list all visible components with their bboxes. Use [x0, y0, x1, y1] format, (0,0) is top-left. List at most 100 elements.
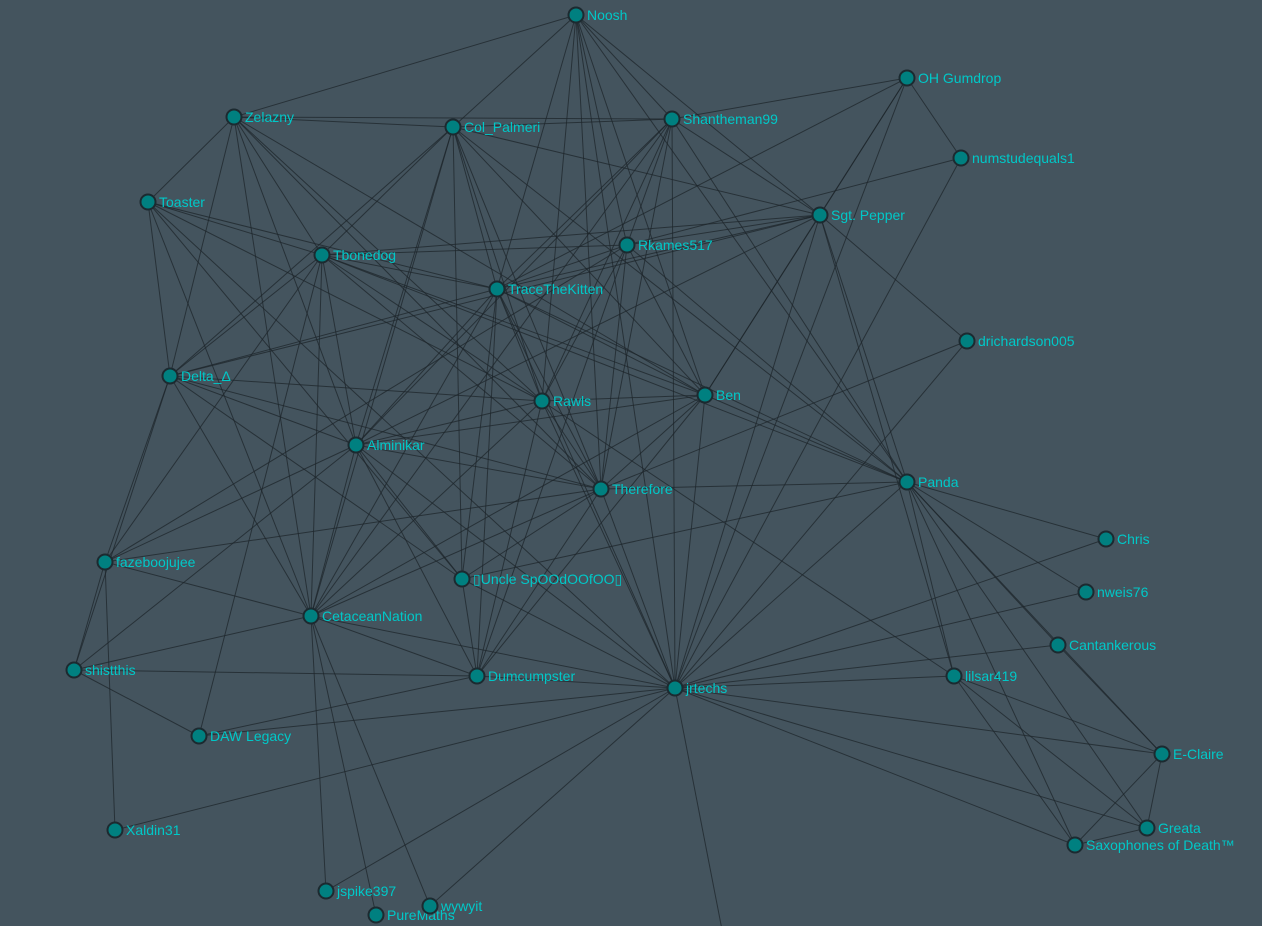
graph-node[interactable]: fazeboojujee — [96, 553, 196, 571]
edge — [169, 288, 498, 377]
node-label: Alminikar — [367, 437, 425, 453]
node-circle[interactable] — [533, 392, 551, 410]
node-circle[interactable] — [898, 69, 916, 87]
node-circle[interactable] — [1077, 583, 1095, 601]
edge — [626, 244, 908, 483]
graph-node[interactable]: Xaldin31 — [106, 821, 181, 839]
node-circle[interactable] — [313, 246, 331, 264]
graph-node[interactable]: drichardson005 — [958, 332, 1075, 350]
node-circle[interactable] — [190, 727, 208, 745]
graph-node[interactable]: Toaster — [139, 193, 206, 211]
graph-node[interactable]: Therefore — [592, 480, 673, 498]
graph-node[interactable]: jrtechs — [666, 679, 728, 697]
edge — [452, 126, 821, 216]
edge — [147, 201, 323, 256]
edge — [321, 214, 821, 256]
node-circle[interactable] — [317, 882, 335, 900]
edge — [461, 481, 908, 580]
edge — [906, 481, 1076, 846]
edge — [452, 118, 673, 128]
edge — [626, 157, 962, 246]
edge — [310, 488, 602, 617]
graph-node[interactable]: Dumcumpster — [468, 667, 576, 685]
node-circle[interactable] — [65, 661, 83, 679]
edge — [73, 669, 478, 677]
node-label: Ben — [716, 387, 741, 403]
edge — [355, 214, 821, 446]
node-circle[interactable] — [1049, 636, 1067, 654]
edge — [674, 687, 1163, 755]
edge — [461, 578, 676, 689]
edge — [233, 116, 323, 256]
graph-node[interactable]: Chris — [1097, 530, 1150, 548]
node-circle[interactable] — [1153, 745, 1171, 763]
node-circle[interactable] — [468, 667, 486, 685]
graph-node[interactable]: DAW Legacy — [190, 727, 292, 745]
graph-node[interactable]: PureMaths — [367, 906, 455, 924]
node-circle[interactable] — [347, 436, 365, 454]
graph-node[interactable]: Zelazny — [225, 108, 295, 126]
graph-node[interactable]: TraceTheKitten — [488, 280, 604, 298]
node-label: Tbonedog — [333, 247, 396, 263]
node-circle[interactable] — [161, 367, 179, 385]
node-circle[interactable] — [811, 206, 829, 224]
graph-node[interactable]: Saxophones of Death™ — [1066, 836, 1235, 854]
node-circle[interactable] — [106, 821, 124, 839]
graph-node[interactable]: Tbonedog — [313, 246, 397, 264]
graph-node[interactable]: OH Gumdrop — [898, 69, 1002, 87]
graph-node[interactable]: Rkames517 — [618, 236, 713, 254]
node-circle[interactable] — [96, 553, 114, 571]
node-circle[interactable] — [1066, 836, 1084, 854]
graph-node[interactable]: Alminikar — [347, 436, 425, 454]
node-circle[interactable] — [945, 667, 963, 685]
node-circle[interactable] — [696, 386, 714, 404]
node-circle[interactable] — [1138, 819, 1156, 837]
node-label: Noosh — [587, 7, 627, 23]
node-circle[interactable] — [421, 897, 439, 915]
node-circle[interactable] — [618, 236, 636, 254]
graph-node[interactable]: Greata — [1138, 819, 1202, 837]
graph-node[interactable]: ▯Uncle SpOOdOOfOO▯ — [453, 570, 623, 588]
node-circle[interactable] — [663, 110, 681, 128]
node-circle[interactable] — [367, 906, 385, 924]
node-circle[interactable] — [444, 118, 462, 136]
graph-node[interactable]: Shantheman99 — [663, 110, 779, 128]
node-circle[interactable] — [453, 570, 471, 588]
edge — [452, 126, 543, 402]
node-circle[interactable] — [666, 679, 684, 697]
graph-node[interactable]: CetaceanNation — [302, 607, 423, 625]
graph-node[interactable]: Delta_Δ — [161, 367, 231, 385]
node-circle[interactable] — [958, 332, 976, 350]
graph-node[interactable]: nweis76 — [1077, 583, 1149, 601]
graph-node[interactable]: Sgt. Pepper — [811, 206, 906, 224]
graph-node[interactable]: lilsar419 — [945, 667, 1018, 685]
edge — [310, 394, 706, 617]
node-label: Chris — [1117, 531, 1150, 547]
node-circle[interactable] — [592, 480, 610, 498]
graph-node[interactable]: Col_Palmeri — [444, 118, 541, 136]
graph-node[interactable]: Rawls — [533, 392, 592, 410]
graph-node[interactable]: jspike397 — [317, 882, 397, 900]
node-circle[interactable] — [898, 473, 916, 491]
edge — [321, 254, 602, 490]
node-circle[interactable] — [139, 193, 157, 211]
node-circle[interactable] — [567, 6, 585, 24]
graph-node[interactable]: E-Claire — [1153, 745, 1224, 763]
graph-node[interactable]: Panda — [898, 473, 959, 491]
graph-node[interactable]: Noosh — [567, 6, 628, 24]
graph-node[interactable]: Cantankerous — [1049, 636, 1157, 654]
graph-node[interactable]: numstudequals1 — [952, 149, 1075, 167]
node-circle[interactable] — [225, 108, 243, 126]
edge — [198, 687, 676, 737]
node-circle[interactable] — [302, 607, 320, 625]
graph-node[interactable]: shistthis — [65, 661, 136, 679]
node-circle[interactable] — [1097, 530, 1115, 548]
edge — [496, 288, 706, 396]
graph-node[interactable]: Ben — [696, 386, 741, 404]
graph-node[interactable]: wywyit — [421, 897, 483, 915]
edge — [104, 561, 312, 617]
edge — [355, 444, 463, 580]
node-circle[interactable] — [488, 280, 506, 298]
node-circle[interactable] — [952, 149, 970, 167]
